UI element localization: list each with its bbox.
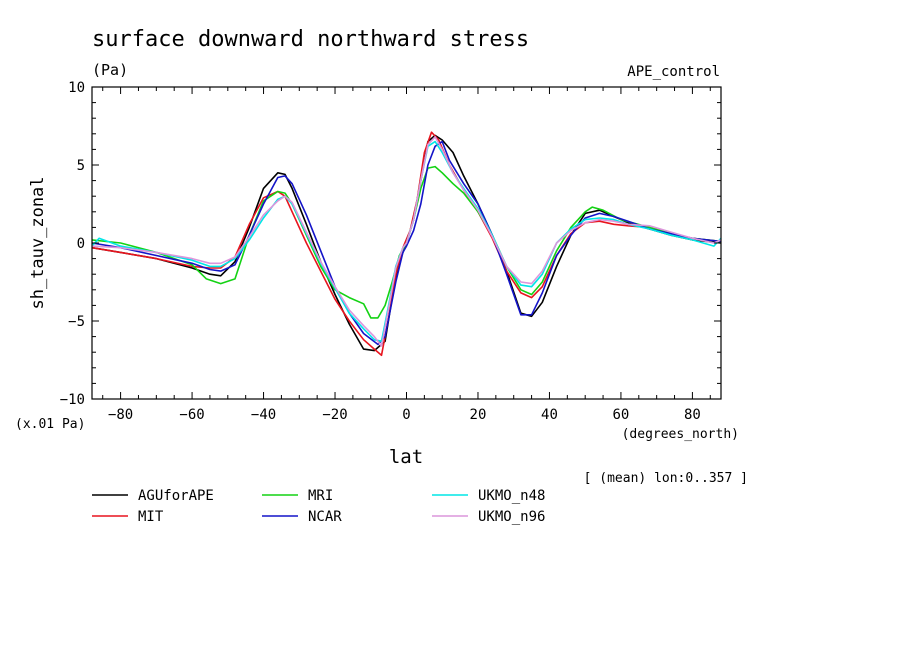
y-tick-label: −10: [60, 392, 85, 408]
x-tick-label: 80: [684, 407, 701, 423]
chart-title: surface downward northward stress: [92, 27, 529, 52]
series-line-ncar: [92, 140, 721, 346]
axes-layer: −80 −60 −40 −20 0 20 40 60 80 −10 −5 0 5 10: [60, 80, 721, 423]
y-scale-note: (x.01 Pa): [15, 417, 85, 432]
plot-frame: [91, 86, 722, 400]
legend-label: AGUforAPE: [138, 488, 214, 504]
legend: AGUforAPE MIT MRI NCAR UKMO_n48 UKMO_n96: [92, 488, 545, 525]
y-tick-label: 5: [77, 158, 85, 174]
legend-label: NCAR: [308, 509, 342, 525]
x-tick-label: 40: [541, 407, 558, 423]
series-layer: [92, 131, 721, 357]
y-tick-label: 10: [68, 80, 85, 96]
legend-label: MIT: [138, 509, 164, 525]
x-tick-label: 60: [613, 407, 630, 423]
legend-label: UKMO_n96: [478, 509, 545, 525]
x-tick-label: 0: [402, 407, 410, 423]
x-units-label: (degrees_north): [622, 427, 739, 442]
x-tick-label: −20: [322, 407, 347, 423]
legend-label: UKMO_n48: [478, 488, 545, 504]
experiment-label: APE_control: [627, 64, 720, 80]
averaging-note: [ (mean) lon:0..357 ]: [584, 471, 748, 486]
series-line-ukmo-n96: [92, 136, 721, 347]
y-tick-label: 0: [77, 236, 85, 252]
x-tick-label: −60: [179, 407, 204, 423]
y-tick-label: −5: [68, 314, 85, 330]
x-tick-label: −40: [251, 407, 276, 423]
legend-label: MRI: [308, 488, 333, 504]
x-tick-label: 20: [470, 407, 487, 423]
chart-units: (Pa): [92, 61, 128, 79]
x-axis-label: lat: [389, 446, 423, 468]
y-axis-label: sh_tauv_zonal: [28, 176, 48, 309]
x-tick-label: −80: [108, 407, 133, 423]
